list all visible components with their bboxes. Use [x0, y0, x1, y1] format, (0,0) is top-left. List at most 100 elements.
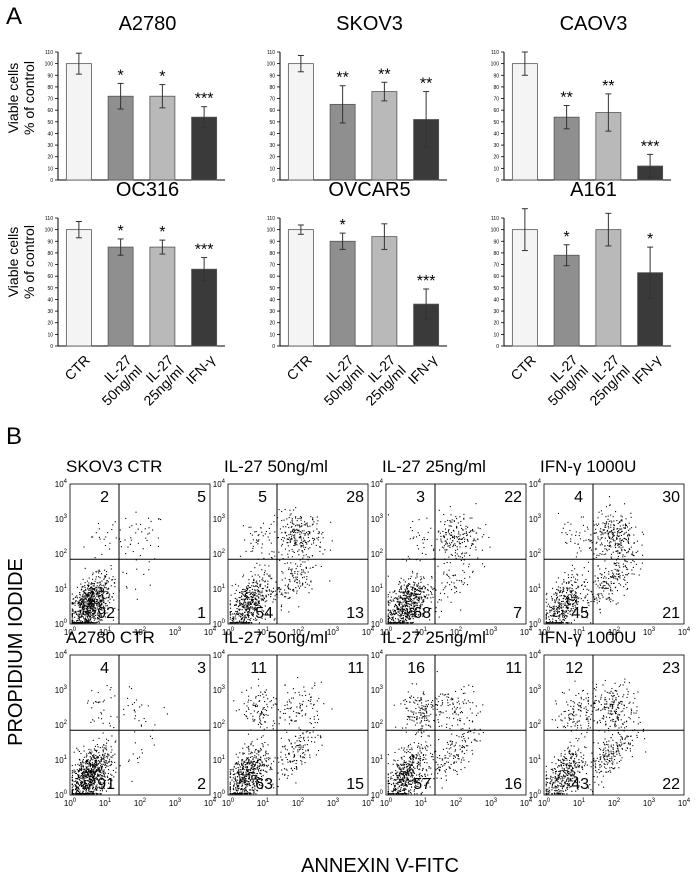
dot — [570, 594, 572, 596]
dot — [293, 536, 295, 538]
dot — [97, 793, 99, 795]
dot — [413, 606, 415, 608]
dot — [615, 576, 617, 578]
dot — [395, 596, 397, 599]
dot — [406, 586, 408, 588]
dot — [80, 781, 82, 784]
dot — [408, 610, 411, 613]
dot — [309, 567, 311, 569]
dot — [555, 581, 557, 583]
plot-frame — [69, 483, 211, 625]
dot — [107, 765, 109, 767]
dot — [108, 782, 110, 784]
dot — [243, 603, 245, 605]
dot — [126, 572, 128, 575]
dot — [558, 608, 560, 610]
dot — [627, 529, 630, 531]
dot — [307, 526, 309, 528]
dot — [84, 593, 87, 595]
dot — [103, 756, 105, 758]
dot — [84, 771, 86, 773]
dot — [417, 593, 419, 595]
dot — [71, 615, 73, 617]
dot — [456, 526, 458, 528]
dot — [95, 611, 97, 613]
dot — [90, 752, 92, 754]
dot — [560, 589, 562, 591]
dot — [599, 583, 601, 585]
dot — [94, 602, 96, 604]
dot — [563, 619, 566, 621]
dot — [562, 621, 564, 623]
dot — [75, 772, 77, 774]
dot — [440, 599, 442, 601]
dot — [90, 586, 92, 589]
dot — [283, 596, 286, 598]
dot — [85, 793, 87, 795]
dot — [88, 577, 90, 579]
dot — [98, 737, 100, 739]
dot — [584, 530, 586, 532]
tick-exponent: 4 — [529, 627, 533, 633]
dot — [247, 588, 249, 590]
dot — [600, 534, 602, 536]
dot — [581, 584, 583, 586]
dot — [469, 531, 471, 533]
dot — [444, 549, 446, 551]
dot — [290, 513, 292, 515]
dot — [96, 585, 98, 587]
dot — [305, 523, 307, 525]
dot — [91, 600, 93, 602]
dot — [267, 575, 270, 577]
dot — [79, 613, 81, 615]
dot — [239, 608, 241, 610]
dot — [398, 604, 400, 606]
dot — [626, 587, 629, 590]
dot — [432, 596, 434, 598]
tick-base: 10 — [371, 620, 380, 629]
dot — [95, 771, 97, 773]
dot — [258, 596, 260, 598]
y-tick-label: 60 — [493, 108, 499, 114]
y-tick-label: 104 — [213, 479, 226, 489]
dot — [93, 600, 96, 602]
dot — [612, 524, 615, 526]
dot — [551, 598, 553, 600]
dot — [571, 593, 573, 595]
dot — [314, 539, 316, 541]
dot — [414, 594, 416, 596]
dot — [97, 757, 99, 759]
dot — [102, 590, 104, 592]
dot — [96, 779, 99, 781]
dot — [72, 780, 74, 782]
y-tick-label: 100 — [491, 62, 500, 68]
dot — [297, 585, 299, 587]
dot — [610, 583, 612, 585]
dot — [567, 597, 569, 600]
dot — [87, 617, 89, 619]
dot — [90, 791, 92, 793]
dot — [574, 596, 576, 598]
dot — [567, 594, 569, 596]
dot — [244, 604, 246, 606]
dot — [99, 582, 101, 584]
tick-base: 10 — [204, 799, 213, 808]
dot — [454, 543, 456, 545]
dot — [622, 556, 624, 558]
dot — [94, 609, 96, 611]
dot — [104, 544, 107, 547]
dot — [294, 581, 296, 583]
dot — [81, 776, 83, 778]
dot — [103, 538, 105, 540]
dot — [599, 609, 601, 611]
dot — [411, 611, 413, 613]
significance-label: *** — [417, 273, 436, 290]
dot — [419, 612, 421, 614]
dot — [577, 603, 579, 605]
dot — [402, 558, 404, 560]
dot — [617, 543, 620, 545]
dot — [135, 588, 137, 590]
dot — [71, 593, 73, 595]
tick-exponent: 2 — [380, 549, 384, 555]
dot — [399, 595, 401, 597]
